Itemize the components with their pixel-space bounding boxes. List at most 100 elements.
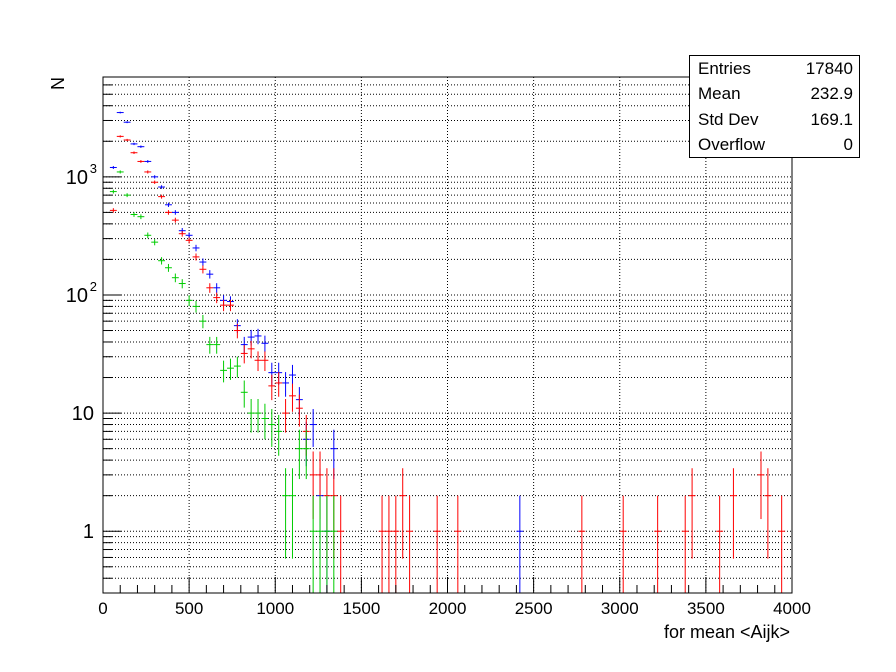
data-point: [185, 295, 193, 307]
data-point: [227, 299, 234, 312]
stats-label: Overflow: [698, 135, 766, 155]
data-point: [406, 495, 414, 593]
data-point: [171, 273, 179, 283]
data-point: [192, 244, 200, 252]
grid-lines: [103, 76, 792, 594]
x-tick-label: 0: [98, 599, 107, 618]
data-point: [206, 270, 214, 279]
data-point: [137, 160, 145, 163]
data-point: [654, 495, 662, 593]
data-point: [151, 175, 159, 179]
y-tick-exponent: 2: [90, 279, 97, 294]
data-point: [681, 495, 689, 593]
stats-label: Std Dev: [698, 109, 759, 129]
data-point: [316, 495, 324, 593]
x-tick-label: 2000: [429, 599, 467, 618]
stats-row-entries: Entries 17840: [690, 56, 859, 82]
y-tick-label: 1: [83, 521, 94, 543]
stats-row-std-dev: Std Dev 169.1: [690, 107, 859, 133]
data-point: [206, 336, 214, 354]
data-point: [109, 189, 117, 194]
data-point: [261, 335, 269, 353]
data-point: [247, 399, 255, 433]
data-point: [165, 263, 172, 272]
data-point: [178, 230, 186, 237]
y-tick-label: 10: [66, 167, 88, 189]
data-point: [240, 345, 248, 364]
x-tick-label: 4000: [773, 599, 811, 618]
data-point: [109, 208, 117, 213]
stats-row-overflow: Overflow 0: [690, 133, 859, 159]
data-point: [433, 495, 441, 593]
y-tick-label: 10: [66, 285, 88, 307]
data-point: [757, 451, 765, 520]
data-point: [185, 232, 193, 239]
data-point: [151, 180, 159, 184]
data-point: [778, 495, 786, 593]
data-point: [192, 253, 200, 261]
data-point: [213, 292, 221, 304]
data-point: [116, 111, 124, 114]
data-point: [165, 210, 172, 215]
stats-label: Mean: [698, 84, 741, 104]
data-point: [454, 495, 462, 593]
data-point: [165, 202, 172, 207]
stats-value: 232.9: [810, 84, 853, 104]
x-tick-label: 3000: [601, 599, 639, 618]
data-point: [619, 495, 627, 593]
data-point: [282, 399, 290, 433]
y-axis-label: N: [48, 77, 68, 90]
data-point: [254, 351, 262, 372]
data-point: [171, 210, 179, 215]
data-point: [130, 151, 138, 155]
data-point: [289, 383, 296, 412]
stats-row-mean: Mean 232.9: [690, 82, 859, 108]
data-point: [302, 429, 310, 480]
data-point: [178, 279, 186, 289]
data-point: [247, 340, 255, 359]
data-point: [151, 239, 159, 246]
data-point: [206, 283, 214, 293]
data-point: [268, 374, 276, 401]
data-point: [268, 409, 276, 447]
stats-box: Entries 17840 Mean 232.9 Std Dev 169.1 O…: [689, 55, 860, 158]
data-point: [309, 409, 317, 447]
data-point: [399, 468, 407, 559]
data-point: [123, 138, 131, 142]
data-point: [227, 358, 234, 380]
data-point: [240, 380, 248, 408]
data-point: [254, 328, 262, 345]
data-point: [130, 142, 138, 146]
data-point: [282, 372, 290, 397]
stats-value: 0: [843, 135, 853, 155]
data-point: [171, 217, 179, 223]
data-point: [578, 495, 586, 593]
stats-value: 17840: [805, 58, 853, 78]
data-point: [158, 257, 166, 265]
series-0: [109, 111, 524, 593]
data-point: [233, 356, 241, 378]
data-point: [309, 495, 317, 593]
series-1: [109, 135, 786, 593]
data-point: [158, 194, 166, 199]
data-point: [282, 468, 290, 559]
data-point: [295, 429, 303, 480]
data-point: [254, 399, 262, 433]
data-point: [220, 360, 228, 383]
series-2: [109, 170, 338, 593]
data-point: [109, 166, 117, 169]
data-point: [116, 170, 124, 174]
data-point: [261, 351, 269, 372]
stats-value: 169.1: [810, 109, 853, 129]
data-point: [233, 323, 241, 339]
data-point: [130, 212, 138, 217]
data-point: [392, 495, 400, 593]
y-tick-label: 10: [72, 403, 94, 425]
data-point: [137, 145, 145, 148]
data-point: [330, 495, 338, 593]
stats-label: Entries: [698, 58, 751, 78]
data-point: [137, 214, 145, 220]
x-tick-label: 3500: [687, 599, 725, 618]
data-series: [109, 111, 786, 593]
data-point: [144, 160, 152, 163]
